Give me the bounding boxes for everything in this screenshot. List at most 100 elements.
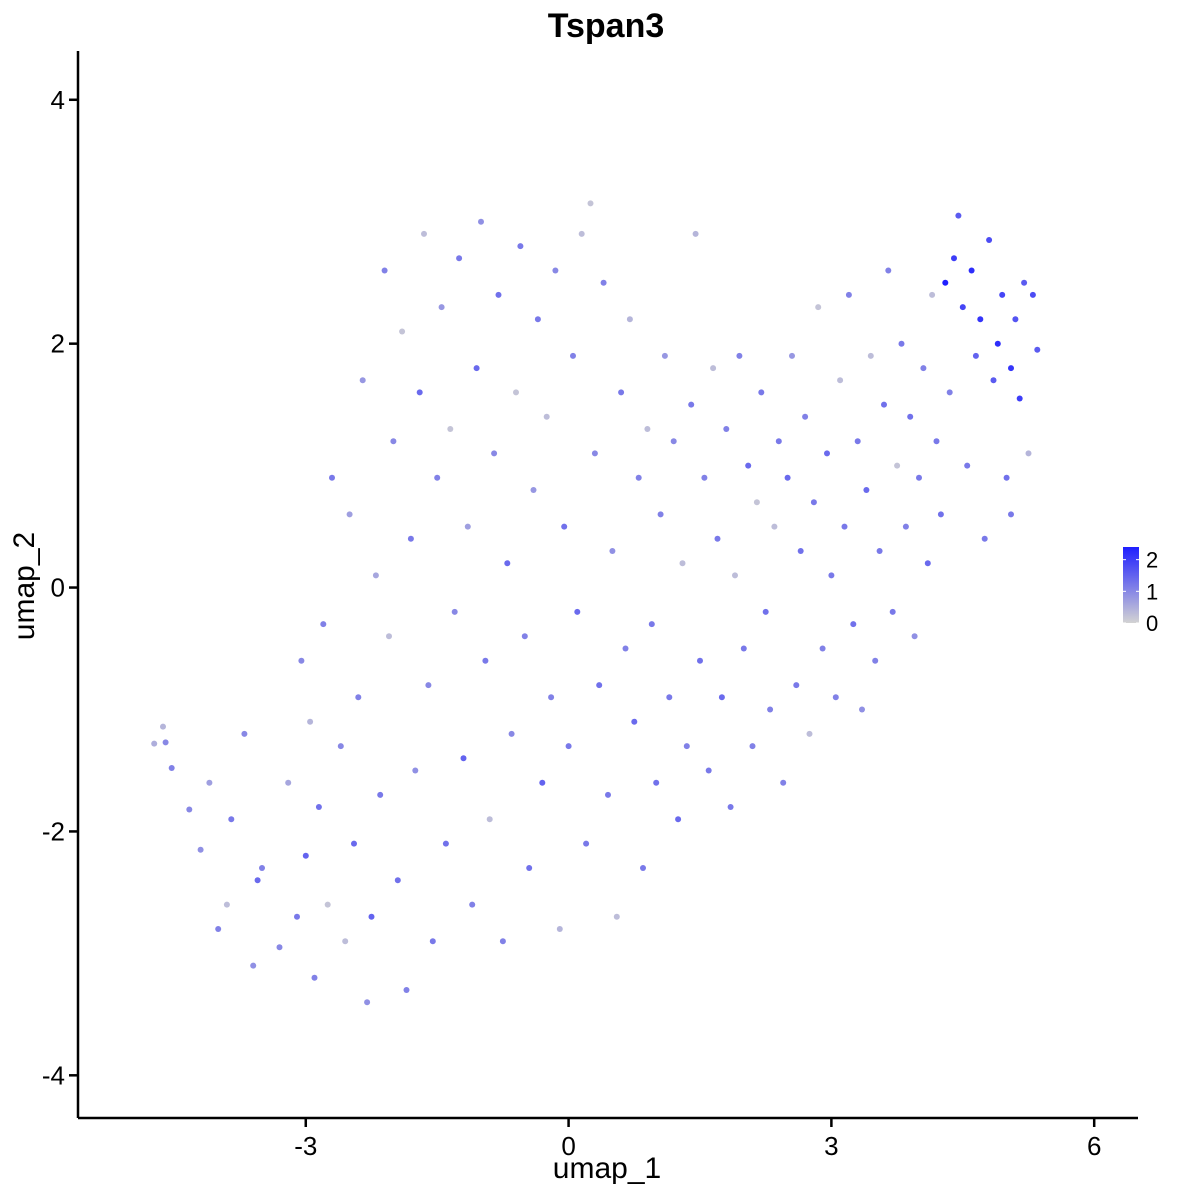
data-point — [513, 389, 519, 396]
data-point — [478, 218, 484, 225]
data-point — [994, 340, 1001, 347]
y-tick-label: -4 — [42, 1060, 65, 1090]
data-point — [311, 974, 318, 981]
data-point — [241, 730, 248, 737]
data-point — [1034, 346, 1041, 353]
data-point — [206, 779, 213, 786]
data-point — [999, 291, 1006, 298]
data-point — [793, 682, 800, 689]
data-point — [451, 608, 458, 615]
data-point — [981, 535, 988, 542]
data-point — [885, 267, 892, 274]
data-point — [521, 633, 528, 640]
data-point — [600, 279, 607, 286]
data-point — [346, 511, 353, 518]
x-tick-label: 6 — [1087, 1131, 1101, 1161]
data-point — [898, 340, 905, 347]
data-point — [635, 474, 642, 481]
data-point — [574, 608, 581, 615]
data-point — [819, 645, 826, 652]
data-point — [259, 865, 265, 871]
data-point — [780, 779, 787, 786]
data-point — [1008, 365, 1014, 372]
data-point — [618, 389, 625, 396]
data-point — [806, 730, 813, 737]
data-point — [824, 450, 830, 457]
data-point — [381, 267, 388, 274]
data-point — [828, 572, 835, 579]
data-point — [556, 926, 563, 932]
data-point — [977, 316, 984, 323]
data-point — [937, 511, 944, 518]
data-point — [714, 535, 721, 542]
data-point — [377, 791, 384, 798]
data-point — [964, 462, 971, 469]
data-point — [902, 523, 909, 530]
data-point — [942, 279, 949, 286]
data-point — [482, 657, 489, 664]
data-point — [916, 474, 922, 481]
data-point — [933, 438, 940, 445]
data-point — [631, 718, 638, 725]
data-point — [386, 633, 392, 640]
data-point — [907, 413, 914, 420]
data-point — [679, 560, 686, 567]
data-point — [517, 243, 524, 250]
data-point — [710, 365, 717, 372]
data-point — [368, 913, 375, 920]
data-point — [456, 255, 463, 262]
data-point — [434, 474, 441, 481]
data-point — [534, 316, 541, 323]
data-point — [736, 352, 743, 359]
data-point — [670, 438, 677, 445]
data-point — [495, 291, 502, 298]
data-point — [881, 401, 887, 408]
data-point — [841, 523, 848, 530]
y-tick-label: 4 — [51, 85, 65, 115]
data-point — [697, 657, 703, 664]
data-point — [1021, 279, 1028, 286]
data-point — [403, 987, 410, 993]
data-point — [723, 426, 730, 432]
data-point — [285, 779, 292, 786]
data-point — [596, 682, 603, 689]
data-point — [337, 743, 344, 750]
data-point — [324, 901, 331, 908]
data-point — [986, 237, 993, 243]
data-point — [561, 523, 568, 530]
legend-tick-label: 1 — [1146, 579, 1158, 604]
data-point — [548, 694, 555, 701]
data-point — [508, 730, 515, 737]
legend-tick-label: 0 — [1146, 611, 1158, 636]
data-point — [578, 230, 585, 237]
data-point — [526, 865, 533, 871]
data-point — [802, 413, 809, 420]
data-point — [342, 938, 349, 945]
data-point — [473, 365, 480, 372]
data-point — [863, 487, 870, 493]
x-tick-label: 3 — [824, 1131, 838, 1161]
data-point — [609, 548, 616, 554]
data-point — [705, 767, 712, 774]
data-point — [644, 426, 651, 432]
data-point — [745, 462, 752, 469]
data-point — [1003, 474, 1010, 481]
data-point — [675, 816, 682, 823]
legend-tick-label: 2 — [1146, 548, 1158, 573]
data-point — [701, 474, 708, 481]
data-point — [442, 840, 449, 847]
data-point — [399, 328, 406, 335]
data-point — [570, 352, 576, 359]
data-point — [416, 389, 423, 396]
data-point — [727, 804, 734, 810]
data-point — [421, 230, 427, 237]
data-point — [320, 621, 327, 628]
legend-ticks: 0 1 2 — [1123, 548, 1158, 636]
data-point — [412, 767, 419, 774]
data-point — [758, 389, 765, 396]
x-axis-title: umap_1 — [553, 1152, 661, 1185]
data-point — [1008, 511, 1014, 518]
data-point — [854, 438, 861, 445]
data-point — [837, 377, 844, 384]
